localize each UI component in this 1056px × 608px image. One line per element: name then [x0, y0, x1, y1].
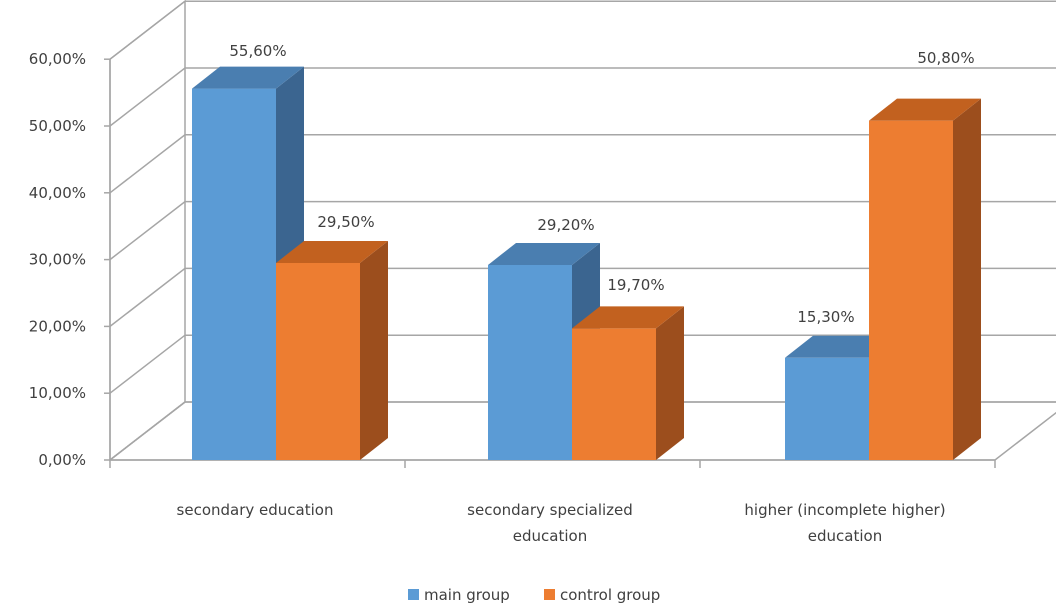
- bar-front: [572, 328, 656, 460]
- data-label: 50,80%: [917, 49, 974, 67]
- legend-label: main group: [424, 586, 510, 604]
- y-tick-label: 20,00%: [29, 317, 86, 335]
- y-tick-label: 0,00%: [38, 451, 86, 469]
- y-tick-label: 60,00%: [29, 50, 86, 68]
- bar-control-group: [276, 240, 388, 460]
- gridline: [109, 401, 1056, 461]
- bar-front: [276, 262, 360, 460]
- category-label: education: [808, 527, 882, 545]
- y-tick-label: 50,00%: [29, 117, 86, 135]
- data-label: 29,20%: [537, 216, 594, 234]
- bar-front: [869, 120, 953, 460]
- bars: [192, 66, 981, 460]
- legend-label: control group: [560, 586, 660, 604]
- gridline: [109, 67, 1056, 127]
- bar-main-group: [488, 242, 600, 460]
- bar-front: [785, 357, 869, 460]
- bar-side: [360, 240, 388, 460]
- legend-swatch: [544, 589, 555, 600]
- bar-control-group: [572, 306, 684, 460]
- category-label: education: [513, 527, 587, 545]
- data-label: 55,60%: [229, 42, 286, 60]
- bar-control-group: [869, 98, 981, 460]
- legend-swatch: [408, 589, 419, 600]
- legend-item-main-group: main group: [408, 586, 510, 604]
- y-tick-label: 30,00%: [29, 251, 86, 269]
- category-labels: secondary education secondary specialized…: [177, 501, 946, 545]
- y-axis-tick-labels: 0,00% 10,00% 20,00% 30,00% 40,00% 50,00% 60,00…: [29, 50, 86, 469]
- bar-front: [192, 88, 276, 460]
- bar-top: [276, 240, 388, 263]
- gridline: [109, 267, 1056, 327]
- category-label: secondary specialized: [467, 501, 633, 519]
- gridline: [109, 134, 1056, 194]
- data-label: 29,50%: [317, 213, 374, 231]
- bar-top: [572, 306, 684, 329]
- category-label: secondary education: [177, 501, 334, 519]
- bar-top: [192, 66, 304, 89]
- data-label: 15,30%: [797, 308, 854, 326]
- category-label: higher (incomplete higher): [744, 501, 945, 519]
- data-label: 19,70%: [607, 276, 664, 294]
- gridline: [109, 334, 1056, 394]
- legend-item-control-group: control group: [544, 586, 660, 604]
- bar-top: [869, 98, 981, 121]
- gridline: [109, 0, 1056, 60]
- data-labels: 55,60% 29,50% 29,20% 19,70% 15,30% 50,80%: [229, 42, 974, 326]
- legend: main group control group: [408, 586, 660, 604]
- bar-front: [488, 264, 572, 460]
- y-tick-label: 40,00%: [29, 184, 86, 202]
- y-tick-label: 10,00%: [29, 384, 86, 402]
- bar-top: [488, 242, 600, 265]
- gridline: [109, 200, 1056, 261]
- gridlines: [109, 0, 1056, 461]
- bar-side: [656, 306, 684, 460]
- bar-side: [953, 98, 981, 460]
